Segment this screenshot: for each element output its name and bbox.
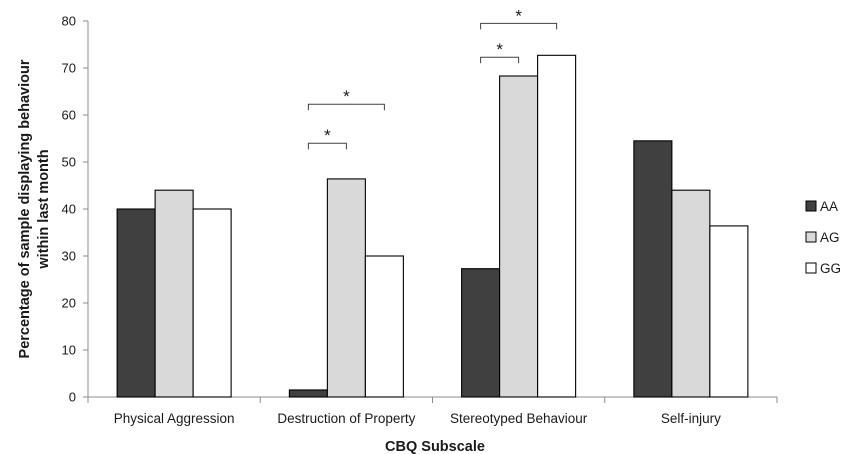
significance-bracket <box>480 56 520 64</box>
bar-gg <box>709 225 749 398</box>
legend-swatch-gg <box>805 262 817 274</box>
y-tick-label: 20 <box>62 296 76 311</box>
bar-aa <box>461 268 501 398</box>
significance-bracket <box>480 22 558 30</box>
y-tick-label: 80 <box>62 14 76 29</box>
significance-star: * <box>343 87 350 106</box>
x-category-label: Self-injury <box>661 411 721 426</box>
y-tick-label: 50 <box>62 155 76 170</box>
x-category-label: Stereotyped Behaviour <box>450 411 588 426</box>
bar-aa <box>633 140 673 398</box>
y-tick-label: 60 <box>62 108 76 123</box>
legend-label-aa: AA <box>820 199 838 214</box>
bar-gg <box>364 255 404 398</box>
significance-star: * <box>515 6 522 25</box>
legend-label-gg: GG <box>820 261 841 276</box>
y-tick-label: 70 <box>62 61 76 76</box>
legend-swatch-aa <box>805 200 817 212</box>
bar-ag <box>326 178 366 398</box>
significance-bracket <box>307 142 347 150</box>
bar-ag <box>499 75 539 398</box>
significance-star: * <box>496 40 503 59</box>
bar-aa <box>116 208 156 398</box>
significance-star: * <box>324 126 331 145</box>
bar-gg <box>192 208 232 398</box>
significance-brackets: * * * * <box>307 6 558 150</box>
bar-aa <box>288 389 328 398</box>
y-tick-label: 0 <box>69 390 76 405</box>
x-axis-title: CBQ Subscale <box>385 439 485 454</box>
y-tick-label: 30 <box>62 249 76 264</box>
x-category-label: Destruction of Property <box>277 411 415 426</box>
y-axis-title: Percentage of sample displaying behaviou… <box>17 59 52 358</box>
x-category-label: Physical Aggression <box>114 411 235 426</box>
bars <box>116 54 749 398</box>
y-axis-title-line: within last month <box>36 149 52 269</box>
legend-swatch-ag <box>805 231 817 243</box>
legend-label-ag: AG <box>820 230 840 245</box>
y-tick-label: 10 <box>62 343 76 358</box>
bar-ag <box>154 189 194 398</box>
legend: AA AG GG <box>805 199 841 276</box>
significance-bracket <box>307 103 385 111</box>
bar-gg <box>537 54 577 398</box>
x-axis: Physical Aggression Destruction of Proper… <box>87 396 778 426</box>
y-axis: 0 10 20 30 40 50 60 70 80 <box>62 14 89 405</box>
y-tick-label: 40 <box>62 202 76 217</box>
bar-ag <box>671 189 711 398</box>
y-axis-title-line: Percentage of sample displaying behaviou… <box>17 59 33 358</box>
